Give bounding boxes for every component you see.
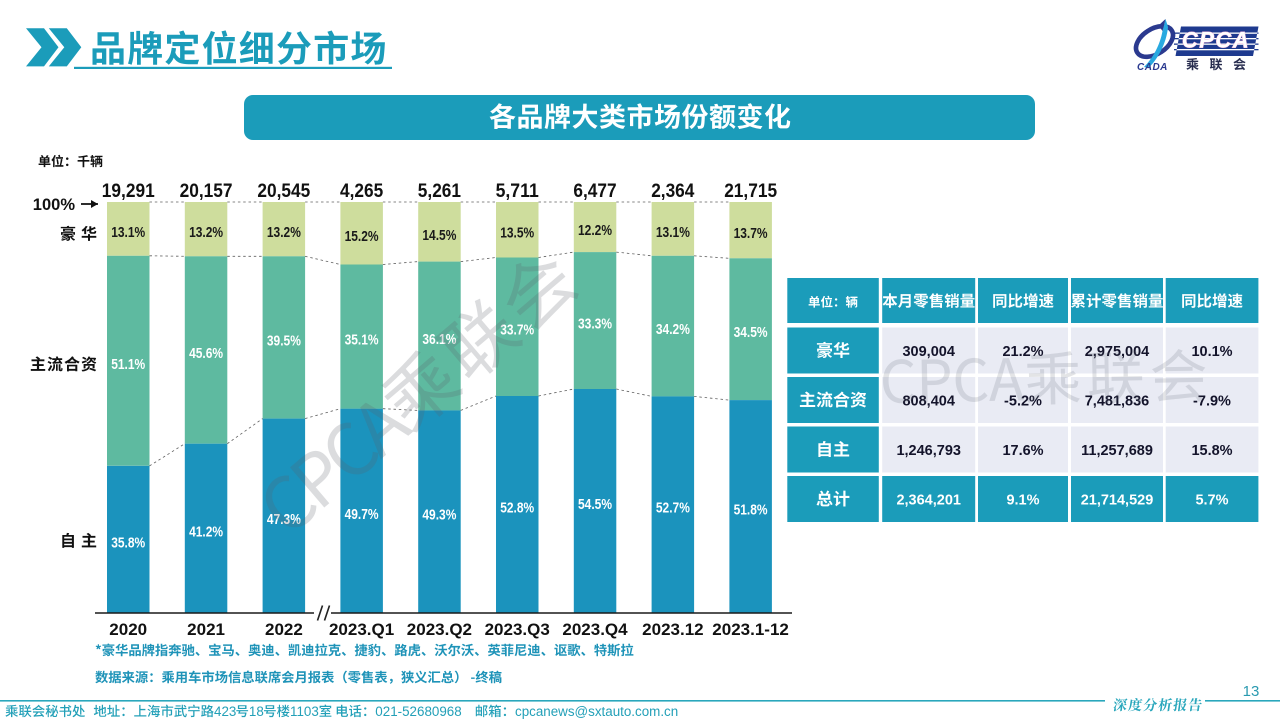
svg-text:33.3%: 33.3% xyxy=(578,316,612,333)
svg-text:11,257,689: 11,257,689 xyxy=(1081,443,1153,459)
svg-text:18: 18 xyxy=(249,704,264,719)
svg-text:2023.1-12: 2023.1-12 xyxy=(712,620,789,639)
svg-text:12.2%: 12.2% xyxy=(578,222,612,239)
svg-text:5,261: 5,261 xyxy=(418,180,461,202)
svg-text:51.8%: 51.8% xyxy=(734,502,768,519)
svg-text:41.2%: 41.2% xyxy=(189,523,223,540)
svg-text:021-52680968: 021-52680968 xyxy=(375,704,461,719)
svg-text:21,715: 21,715 xyxy=(724,180,777,202)
svg-text:2,364,201: 2,364,201 xyxy=(896,493,961,509)
svg-text:52.8%: 52.8% xyxy=(500,500,534,517)
svg-text:2023.Q3: 2023.Q3 xyxy=(485,620,550,639)
svg-text:21,714,529: 21,714,529 xyxy=(1081,493,1154,509)
svg-text:2023.Q1: 2023.Q1 xyxy=(329,620,394,639)
svg-text:7,481,836: 7,481,836 xyxy=(1085,394,1150,410)
svg-text:13.1%: 13.1% xyxy=(656,224,690,241)
svg-text:5,711: 5,711 xyxy=(496,180,539,202)
svg-text:52.7%: 52.7% xyxy=(656,500,690,517)
svg-text:cpcanews@sxtauto.com.cn: cpcanews@sxtauto.com.cn xyxy=(515,704,678,719)
svg-text:10.1%: 10.1% xyxy=(1191,344,1232,360)
svg-text:2,364: 2,364 xyxy=(651,180,694,202)
svg-text:423: 423 xyxy=(214,704,236,719)
svg-text:1,246,793: 1,246,793 xyxy=(896,443,961,459)
svg-text:2022: 2022 xyxy=(265,620,303,639)
svg-text:309,004: 309,004 xyxy=(902,344,954,360)
svg-text:20,157: 20,157 xyxy=(180,180,233,202)
svg-text:13.1%: 13.1% xyxy=(111,224,145,241)
svg-text:45.6%: 45.6% xyxy=(189,345,223,362)
svg-text:13: 13 xyxy=(1243,683,1260,700)
svg-text:13.5%: 13.5% xyxy=(500,225,534,242)
svg-text:2023.Q2: 2023.Q2 xyxy=(407,620,472,639)
svg-text:9.1%: 9.1% xyxy=(1006,493,1039,509)
svg-text:34.2%: 34.2% xyxy=(656,321,690,338)
svg-text:34.5%: 34.5% xyxy=(734,324,768,341)
svg-text:13.2%: 13.2% xyxy=(189,224,223,241)
svg-text:1103: 1103 xyxy=(290,704,319,719)
svg-text:49.3%: 49.3% xyxy=(422,507,456,524)
svg-text:2023.Q4: 2023.Q4 xyxy=(562,620,628,639)
svg-text:-5.2%: -5.2% xyxy=(1004,394,1042,410)
svg-text:2,975,004: 2,975,004 xyxy=(1085,344,1150,360)
svg-text:35.8%: 35.8% xyxy=(111,534,145,551)
svg-text:19,291: 19,291 xyxy=(102,180,155,202)
svg-text:2020: 2020 xyxy=(109,620,147,639)
svg-text:17.6%: 17.6% xyxy=(1002,443,1043,459)
svg-text:2021: 2021 xyxy=(187,620,225,639)
svg-text:2023.12: 2023.12 xyxy=(642,620,703,639)
svg-text:36.1%: 36.1% xyxy=(422,331,456,348)
svg-text:4,265: 4,265 xyxy=(340,180,383,202)
svg-text:51.1%: 51.1% xyxy=(111,356,145,373)
svg-text:15.2%: 15.2% xyxy=(345,228,379,245)
svg-text:CADA: CADA xyxy=(1137,62,1168,73)
svg-text:CPCA: CPCA xyxy=(1182,28,1250,53)
svg-text:6,477: 6,477 xyxy=(573,180,616,202)
svg-text:15.8%: 15.8% xyxy=(1191,443,1232,459)
svg-text:20,545: 20,545 xyxy=(257,180,310,202)
svg-text:5.7%: 5.7% xyxy=(1195,493,1228,509)
svg-text:13.2%: 13.2% xyxy=(267,224,301,241)
svg-text:35.1%: 35.1% xyxy=(345,332,379,349)
svg-text:13.7%: 13.7% xyxy=(734,225,768,242)
svg-text:-7.9%: -7.9% xyxy=(1193,394,1231,410)
svg-text:33.7%: 33.7% xyxy=(500,322,534,339)
svg-text:49.7%: 49.7% xyxy=(345,506,379,523)
svg-text:100%: 100% xyxy=(33,196,76,214)
svg-text:47.3%: 47.3% xyxy=(267,511,301,528)
svg-text:21.2%: 21.2% xyxy=(1002,344,1043,360)
svg-text:808,404: 808,404 xyxy=(902,394,954,410)
svg-text:14.5%: 14.5% xyxy=(422,227,456,244)
svg-text:39.5%: 39.5% xyxy=(267,332,301,349)
svg-text:54.5%: 54.5% xyxy=(578,496,612,513)
